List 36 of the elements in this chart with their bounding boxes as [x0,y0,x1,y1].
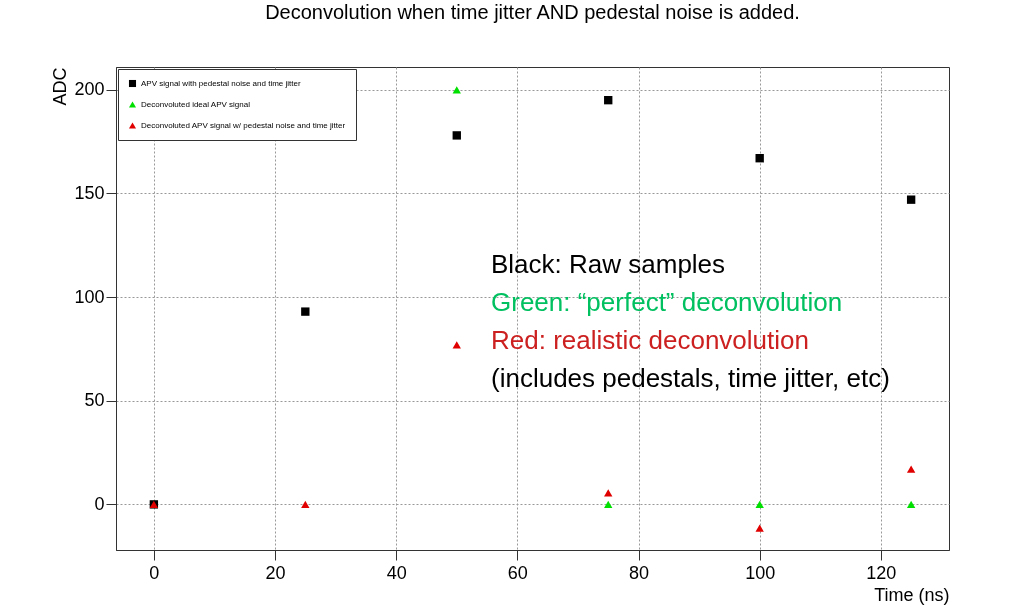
legend-label: Deconvoluted APV signal w/ pedestal noise and time jitter [141,120,346,130]
point [755,524,764,532]
legend-label: APV signal with pedestal noise and time jitter [141,78,301,88]
annotation: (includes pedestals, time jitter, etc) [491,363,890,393]
x-tick-label: 120 [866,562,897,583]
annotation: Black: Raw samples [491,249,726,279]
legend-label: Deconvoluted ideal APV signal [141,99,251,109]
point [301,307,310,316]
point [604,500,613,509]
point [301,500,310,509]
y-axis-title: ADC [50,67,71,106]
x-tick-label: 80 [629,562,650,583]
point [452,86,461,94]
x-tick-label: 60 [507,562,528,583]
annotation: Green: “perfect” deconvolution [491,287,843,317]
y-tick-label: 200 [74,79,105,100]
point [604,95,613,105]
x-tick-label: 100 [745,562,776,583]
y-tick-label: 100 [74,286,105,307]
x-tick-label: 40 [386,562,407,583]
x-axis-title: Time (ns) [874,584,950,605]
point [906,195,916,204]
x-tick-label: 20 [265,562,286,583]
point [906,500,916,509]
point [604,489,613,497]
point [452,341,461,349]
point [755,500,764,509]
chart-title: Deconvolution when time jitter AND pedestal noise is added. [265,1,800,23]
y-tick-label: 0 [94,493,105,514]
annotation: Red: realistic deconvolution [491,325,809,355]
y-tick-label: 50 [84,390,105,411]
point [452,131,461,140]
point [906,465,916,473]
x-tick-label: 0 [149,562,160,583]
point [755,154,764,163]
y-tick-label: 150 [74,182,105,203]
